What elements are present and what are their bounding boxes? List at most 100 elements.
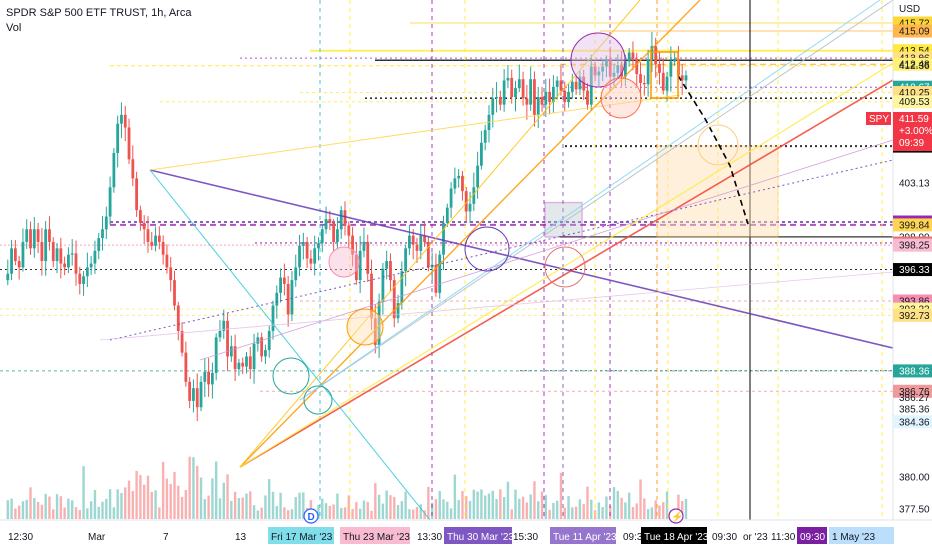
candle-body (101, 229, 104, 239)
volume-bar (616, 491, 619, 519)
volume-bar (563, 507, 566, 519)
dividend-marker[interactable]: D (303, 508, 319, 524)
candle-body (146, 229, 150, 242)
time-axis-label: or '23 (743, 532, 768, 543)
dividend-letter: D (308, 512, 315, 523)
time-axis-label: 13 (235, 532, 247, 543)
volume-bar (491, 490, 494, 519)
volume-bar (268, 479, 271, 519)
candle-body (464, 191, 468, 212)
circle-annotation (328, 246, 360, 278)
dividend-icon[interactable] (303, 508, 319, 524)
time-axis-tag (829, 527, 894, 544)
volume-bar (177, 485, 180, 519)
volume-bar (654, 500, 657, 519)
candle-body (419, 235, 423, 251)
volume-bar (396, 505, 400, 519)
candle-body (540, 97, 544, 105)
candle-body (154, 235, 157, 246)
trend-line (149, 169, 431, 521)
candle-body (491, 98, 495, 115)
candle-body (241, 362, 245, 367)
candle-body (51, 241, 55, 262)
candle-body (195, 388, 199, 408)
candle-body (461, 175, 464, 192)
trend-line (299, 0, 894, 401)
price-scale[interactable] (893, 0, 932, 520)
volume-bar (25, 499, 28, 519)
candle-body (120, 114, 123, 124)
projection-box (656, 145, 779, 238)
candle-body (44, 229, 48, 262)
candle-body (157, 235, 161, 242)
volume-bar (97, 506, 100, 519)
volume-bar (294, 497, 297, 519)
price-scale-label: 386.76 (899, 387, 930, 398)
candle-body (411, 235, 415, 245)
volume-bar (139, 475, 142, 519)
candle-body (313, 248, 317, 264)
volume-bar (161, 461, 165, 519)
candle-body (510, 77, 514, 98)
candle-body (301, 241, 305, 246)
volume-bar (336, 493, 339, 519)
trend-line (239, 0, 641, 468)
candle-body (180, 330, 184, 353)
candle-body (673, 58, 677, 62)
circle-annotation (272, 357, 310, 395)
earnings-event-marker[interactable]: ⚡ (668, 508, 684, 524)
price-scale-tag (893, 57, 932, 71)
candle-body (631, 52, 635, 59)
price-scale-tag (893, 238, 932, 252)
volume-bar (385, 490, 388, 519)
candle-body (229, 346, 233, 357)
volume-bar (620, 497, 623, 519)
volume-bar (188, 456, 191, 519)
price-scale-label: 412.36 (899, 61, 930, 72)
volume-bar (245, 493, 248, 519)
time-axis-label: 12:30 (8, 532, 33, 543)
candle-body (468, 203, 472, 212)
candle-body (559, 80, 563, 91)
lightning-icon[interactable] (668, 508, 684, 524)
volume-bar (415, 506, 419, 519)
candle-body (669, 61, 673, 77)
candle-body (658, 63, 661, 73)
candle-body (13, 248, 17, 262)
candle-body (286, 283, 290, 315)
candle-body (93, 250, 97, 264)
volume-bar (131, 491, 135, 519)
candle-body (55, 248, 59, 262)
candle-body (529, 79, 533, 105)
time-axis-tag (444, 527, 512, 544)
volume-bar (430, 502, 434, 519)
candle-body (127, 127, 131, 160)
candle-body (457, 175, 461, 179)
lightning-glyph: ⚡ (671, 510, 683, 523)
candle-body (328, 219, 332, 223)
volume-bar (461, 491, 464, 519)
volume-bar (21, 501, 25, 519)
volume-bar (370, 510, 373, 519)
volume-bar (582, 504, 585, 519)
volume-bar (17, 505, 21, 519)
candle-body (392, 280, 396, 319)
volume-bar (639, 479, 642, 519)
price-scale-label: 409.53 (899, 97, 930, 108)
ticker-label: SPY (869, 114, 889, 125)
time-axis-label: 7 (163, 532, 169, 543)
volume-bar (537, 501, 540, 519)
candle-body (150, 241, 154, 246)
candle-body (362, 241, 366, 251)
candle-body (282, 277, 286, 284)
volume-bar (389, 495, 392, 519)
volume-bar (196, 465, 199, 519)
price-scale-label: 415.09 (899, 27, 930, 38)
candle-body (139, 210, 142, 223)
price-scale-tag (893, 95, 932, 109)
candle-body (480, 142, 483, 166)
last-price-marker: SPY 411.59 +3.00% 09:39 (866, 112, 932, 151)
candle-body (514, 88, 517, 98)
candle-body (305, 241, 309, 259)
